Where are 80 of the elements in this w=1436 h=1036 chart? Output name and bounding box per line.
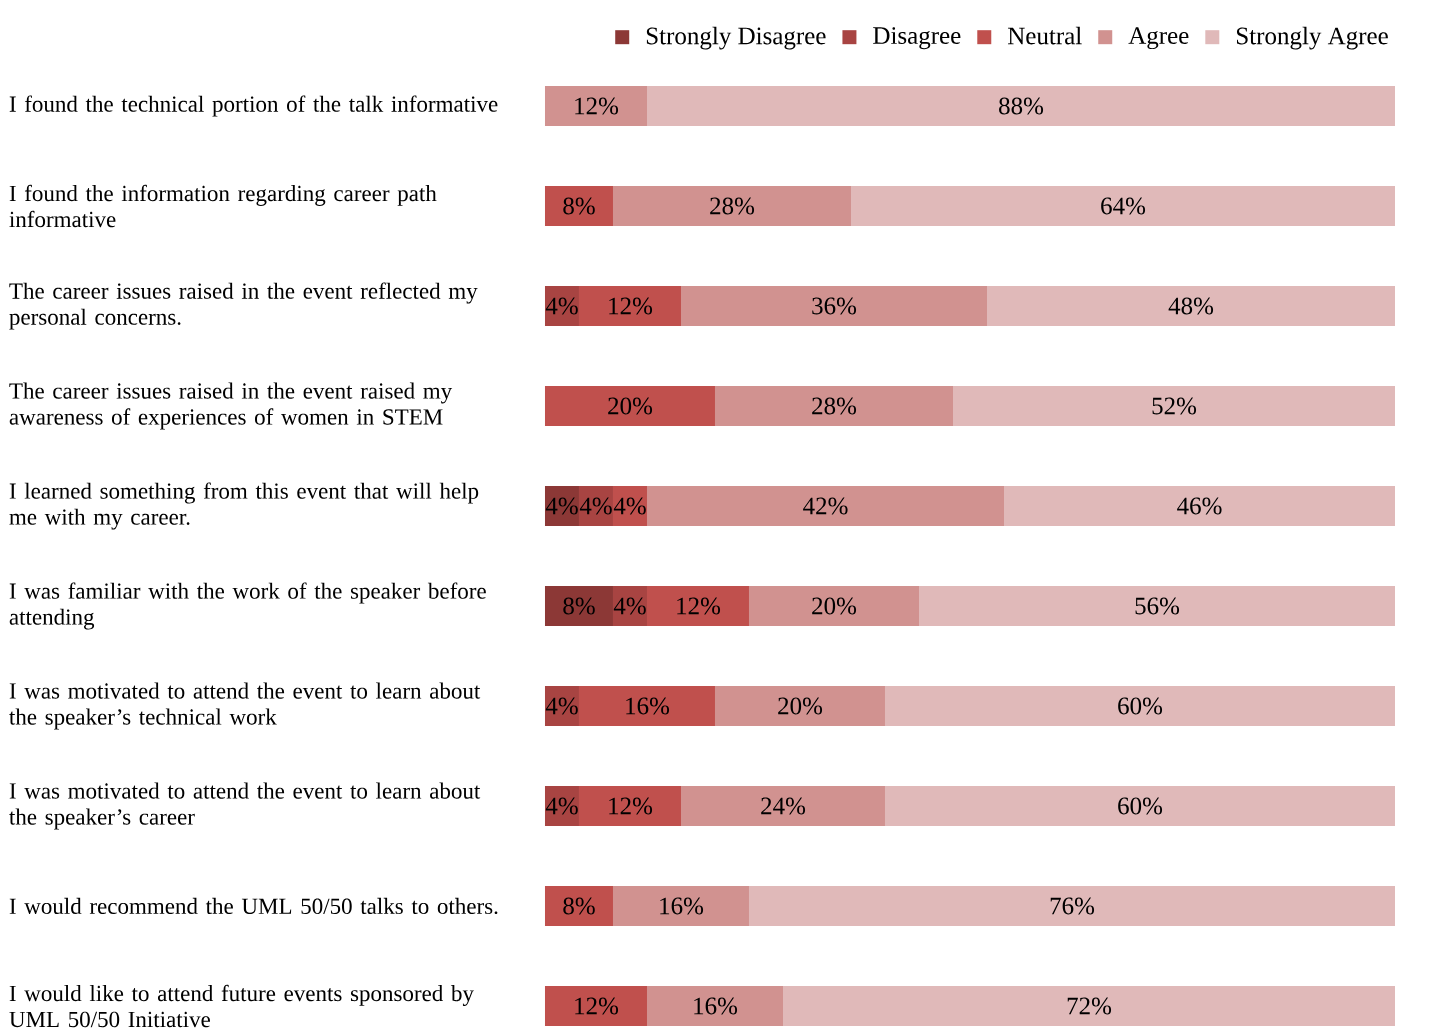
legend-label: Strongly Disagree (646, 26, 826, 50)
bar (884, 785, 1395, 826)
data-label: 72% (1067, 997, 1112, 1015)
bar (851, 185, 1395, 226)
bar (578, 686, 715, 726)
bar (544, 185, 613, 226)
legend-label: Disagree (873, 27, 961, 50)
y-tick-label: I learned something from this event that will help me with my career. (9, 482, 479, 530)
data-label: 56% (1135, 597, 1180, 615)
data-label: 24% (761, 797, 806, 815)
data-label: 4% (545, 497, 578, 515)
data-label: 4% (545, 797, 578, 815)
data-label: 20% (778, 697, 823, 715)
y-tick-label: The career issues raised in the event raised my awareness of experiences of women in STEM (9, 382, 453, 430)
data-label: 12% (575, 997, 619, 1015)
bar (987, 285, 1395, 326)
bar (646, 485, 1004, 526)
bar (544, 986, 647, 1026)
data-label: 64% (1101, 197, 1146, 215)
data-label: 16% (694, 997, 738, 1015)
bar (612, 185, 851, 226)
data-label: 28% (812, 397, 857, 415)
data-label: 4% (579, 497, 612, 515)
bar (578, 785, 681, 826)
bar (748, 885, 1395, 926)
bar (782, 986, 1395, 1026)
legend-label: Strongly Agree (1236, 26, 1388, 50)
bar (748, 585, 919, 626)
data-label: 16% (660, 897, 704, 915)
bar (578, 285, 681, 326)
data-label: 52% (1152, 397, 1197, 415)
data-label: 12% (575, 97, 619, 115)
data-label: 48% (1168, 297, 1214, 315)
bar (646, 986, 783, 1026)
bar (646, 585, 749, 626)
y-tick-label: I found the technical portion of the talk informative (9, 95, 498, 117)
bar (544, 585, 613, 626)
data-label: 60% (1118, 797, 1163, 815)
data-label: 88% (999, 97, 1044, 115)
legend-label: Neutral (1007, 26, 1082, 45)
bar (884, 686, 1395, 726)
data-label: 8% (563, 897, 595, 915)
bar (714, 385, 953, 426)
bar (681, 285, 987, 326)
data-label: 20% (812, 597, 857, 615)
y-tick-label: I was motivated to attend the event to learn about the speaker’s career (9, 782, 481, 830)
data-label: 4% (613, 497, 646, 515)
data-label: 28% (710, 197, 755, 215)
data-label: 8% (563, 597, 595, 615)
y-tick-label: I was motivated to attend the event to learn about the speaker’s technical work (9, 682, 481, 730)
data-label: 8% (563, 197, 595, 215)
data-label: 20% (608, 397, 653, 415)
data-label: 12% (609, 297, 653, 315)
y-tick-label: I would like to attend future events sponsored by UML 50/50 Initiative (9, 984, 474, 1028)
data-label: 4% (613, 597, 646, 615)
bar (612, 885, 749, 926)
data-label: 16% (626, 697, 670, 715)
y-tick-label: I was familiar with the work of the speaker before attending (9, 582, 486, 630)
data-label: 60% (1118, 697, 1163, 715)
bar (544, 885, 613, 926)
data-label: 4% (545, 697, 578, 715)
y-tick-label: I would recommend the UML 50/50 talks to others. (9, 897, 498, 915)
y-tick-label: I found the information regarding career path informative (9, 184, 437, 228)
bar (646, 85, 1395, 126)
data-label: 42% (803, 497, 848, 515)
data-label: 46% (1177, 497, 1222, 515)
bar (714, 686, 885, 726)
bar (918, 585, 1395, 626)
bar (544, 385, 715, 426)
y-tick-label: The career issues raised in the event reflected my personal concerns. (9, 282, 478, 330)
legend-label: Agree (1128, 27, 1189, 50)
data-label: 12% (609, 797, 653, 815)
data-label: 36% (812, 297, 857, 315)
bar (544, 85, 647, 126)
bar (1004, 485, 1395, 526)
bar (681, 785, 885, 826)
data-label: 12% (677, 597, 721, 615)
data-label: 4% (545, 297, 578, 315)
bar (952, 385, 1395, 426)
data-label: 76% (1050, 897, 1095, 915)
